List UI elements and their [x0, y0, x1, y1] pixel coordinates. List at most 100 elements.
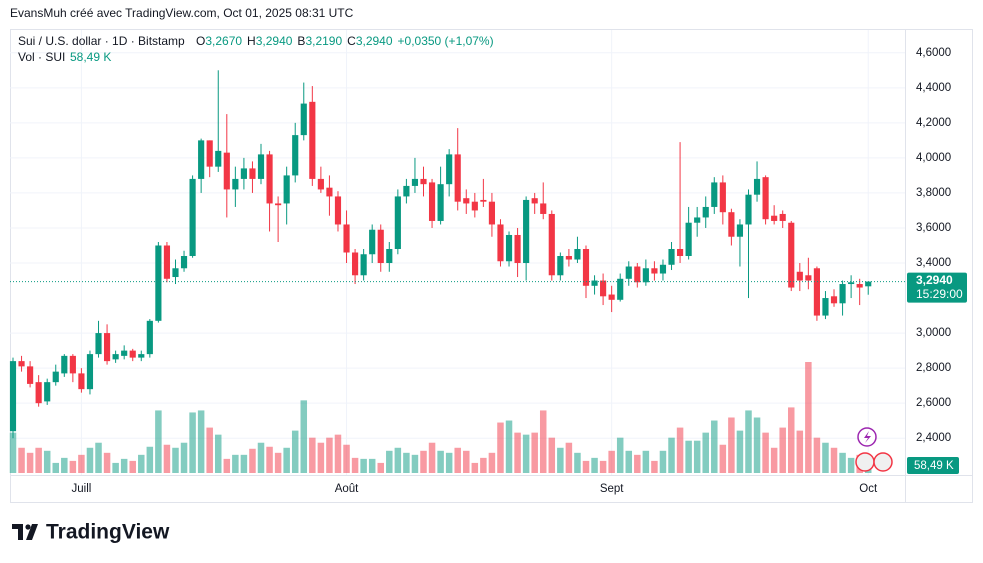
candle-body: [35, 382, 42, 404]
price-badge-countdown: 15:29:00: [916, 287, 963, 301]
candle-body: [437, 184, 444, 221]
candle-body: [582, 248, 590, 286]
candle-body: [257, 154, 265, 179]
volume-bar: [129, 460, 136, 473]
candle-body: [317, 178, 324, 190]
volume-bar: [9, 432, 17, 473]
header-field: 3,2940: [256, 34, 293, 48]
x-tick-label: Sept: [600, 483, 624, 495]
volume-bar: [505, 420, 513, 473]
candle-body: [788, 222, 795, 288]
candle-body: [198, 140, 205, 179]
candle-body: [95, 333, 102, 355]
candle-body: [694, 217, 701, 223]
candle-body: [711, 182, 718, 207]
volume-title: Vol · SUI: [18, 50, 65, 64]
y-tick-label: 2,4000: [916, 432, 951, 444]
volume-bar: [788, 407, 795, 473]
volume-bar: [138, 454, 145, 473]
volume-bar: [232, 454, 239, 473]
event-icons: [855, 427, 893, 472]
candle-body: [215, 150, 222, 167]
candle-body: [129, 350, 136, 358]
header-field: 3,2940: [356, 34, 393, 48]
volume-bar: [685, 440, 692, 473]
volume-badge-bg: [907, 457, 959, 474]
candle-body: [283, 175, 290, 204]
volume-bar: [702, 432, 709, 473]
symbol-title: Sui / U.S. dollar · 1D · Bitstamp: [18, 34, 185, 48]
volume-bar: [368, 458, 376, 473]
header-field: B: [297, 34, 305, 48]
candle-body: [463, 198, 470, 204]
volume-bar: [360, 458, 367, 473]
volume-bar: [343, 444, 350, 473]
candle-body: [309, 101, 316, 179]
header-field: 3,2670: [205, 34, 242, 48]
volume-bar: [693, 440, 701, 473]
candle-body: [249, 168, 256, 179]
volume-bar: [599, 460, 607, 473]
chart-frame: [10, 29, 973, 503]
y-tick-label: 4,4000: [916, 82, 951, 94]
candle-body: [839, 284, 846, 304]
candle-body: [334, 196, 342, 225]
volume-bar: [762, 432, 769, 473]
volume-bar: [728, 417, 735, 473]
candle-body: [822, 298, 829, 316]
candle-body: [138, 354, 145, 358]
volume-bar: [326, 437, 333, 473]
candle-body: [531, 198, 538, 204]
candle-body: [480, 199, 487, 202]
flag-icon[interactable]: [855, 452, 875, 472]
candle-body: [394, 196, 401, 249]
candle-body: [9, 361, 17, 432]
candle-body: [685, 222, 692, 257]
volume-bar: [805, 362, 812, 473]
candle-body: [642, 268, 649, 283]
volume-bar: [309, 437, 316, 473]
logo-dot: [25, 524, 31, 530]
volume-bar: [403, 452, 410, 473]
volume-bar: [736, 430, 744, 473]
volume-bar: [351, 457, 359, 473]
volume-bar: [206, 427, 213, 473]
header-field: O: [196, 34, 205, 48]
volume-bar: [155, 410, 162, 473]
candle-body: [112, 354, 119, 360]
volume-bar: [676, 427, 684, 473]
volume-bar: [830, 447, 838, 473]
volume-bar: [668, 437, 675, 473]
flag-icon[interactable]: [873, 452, 893, 472]
price-badge-bg: [907, 272, 967, 303]
volume-bar: [779, 427, 786, 473]
attribution: EvansMuh créé avec TradingView.com, Oct …: [10, 6, 354, 20]
candle-body: [326, 187, 333, 197]
volume-bar: [428, 442, 436, 473]
candle-body: [223, 152, 230, 190]
candle-body: [865, 281, 872, 287]
volume-bar: [539, 410, 547, 473]
candle-body: [753, 178, 761, 195]
volume-bar: [420, 450, 427, 473]
volume-bar: [557, 447, 564, 473]
volume-bar: [266, 446, 273, 473]
candle-body: [779, 213, 786, 221]
volume-bar: [61, 457, 68, 473]
volume-bar: [35, 447, 42, 473]
volume-bar: [753, 417, 761, 473]
y-tick-label: 3,4000: [916, 257, 951, 269]
volume-bar: [574, 452, 581, 473]
candle-body: [146, 320, 153, 355]
volume-bar: [531, 432, 538, 473]
volume-bar: [822, 442, 829, 473]
volume-bar: [274, 452, 282, 473]
volume-bar: [616, 437, 624, 473]
y-tick-label: 2,6000: [916, 397, 951, 409]
volume-bar: [522, 434, 530, 473]
volume-bar: [69, 460, 77, 473]
candle-body: [471, 201, 478, 211]
candle-body: [668, 248, 675, 265]
volume-bar: [300, 400, 308, 473]
price-badge-value: 3,2940: [916, 273, 953, 287]
